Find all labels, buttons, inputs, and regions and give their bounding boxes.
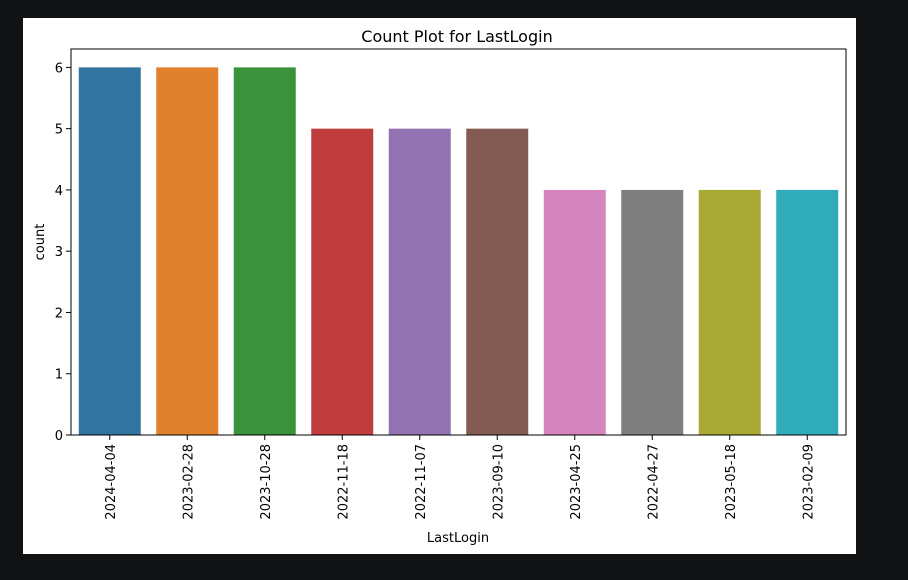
x-tick-label: 2022-11-07: [414, 444, 429, 520]
bar-2023-05-18: [698, 189, 761, 435]
bars-group: [78, 67, 839, 435]
x-tick-label: 2023-09-10: [491, 444, 506, 520]
x-tick-label: 2022-11-18: [336, 444, 351, 520]
bar-2023-04-25: [543, 189, 606, 435]
bar-2023-10-28: [233, 67, 296, 435]
y-axis-label: count: [33, 224, 48, 261]
plot-frame: [70, 48, 847, 436]
bar-2022-11-18: [311, 128, 374, 435]
chart-figure: Count Plot for LastLogin 0 1 2 3 4 5 6 2024-04…: [23, 18, 856, 554]
y-tick-label: 0: [55, 429, 63, 444]
count-plot-chart: Count Plot for LastLogin 0 1 2 3 4 5 6 2024-04…: [33, 27, 847, 546]
y-tick-label: 3: [55, 245, 63, 260]
y-tick-label: 6: [55, 61, 63, 76]
bar-2023-09-10: [466, 128, 529, 435]
bar-2023-02-28: [156, 67, 219, 435]
bar-2022-11-07: [388, 128, 451, 435]
x-tick-label: 2024-04-04: [104, 444, 119, 520]
x-tick-label: 2023-04-25: [569, 444, 584, 520]
y-axis-ticks: 0 1 2 3 4 5 6: [55, 61, 71, 444]
x-tick-label: 2023-02-28: [181, 444, 196, 520]
x-tick-label: 2023-10-28: [259, 444, 274, 520]
x-axis-label: LastLogin: [427, 531, 489, 546]
y-tick-label: 5: [55, 123, 63, 138]
x-axis-ticks: 2024-04-04 2023-02-28 2023-10-28 2022-11-18…: [104, 435, 816, 520]
y-tick-label: 1: [55, 368, 63, 383]
x-tick-label: 2023-05-18: [724, 444, 739, 520]
bar-2022-04-27: [621, 189, 684, 435]
bar-2024-04-04: [78, 67, 141, 435]
chart-title: Count Plot for LastLogin: [361, 27, 552, 46]
x-tick-label: 2022-04-27: [646, 444, 661, 520]
y-tick-label: 4: [55, 184, 63, 199]
x-tick-label: 2023-02-09: [801, 444, 816, 520]
y-tick-label: 2: [55, 306, 63, 321]
bar-2023-02-09: [776, 189, 839, 435]
